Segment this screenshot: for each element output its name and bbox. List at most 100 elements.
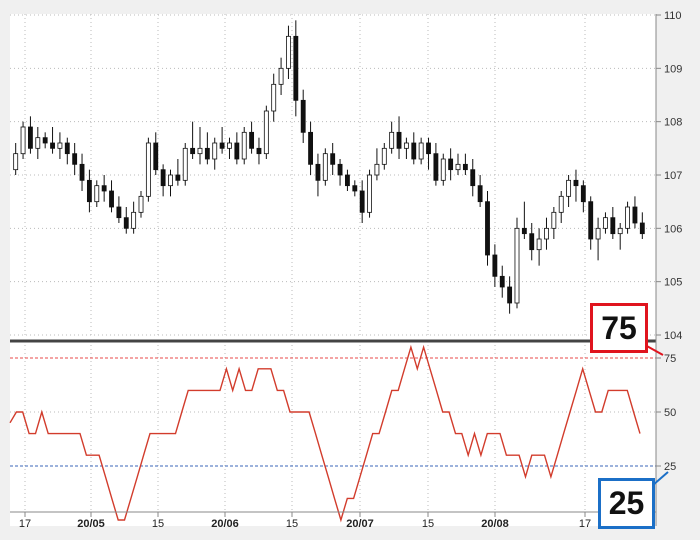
candle-body: [263, 110, 269, 155]
candle-body: [227, 142, 232, 149]
candle-body: [411, 142, 417, 160]
candle: [573, 169, 579, 202]
candle-body: [595, 227, 601, 240]
candle: [212, 137, 218, 170]
candle: [492, 244, 498, 287]
candle: [529, 223, 535, 261]
candle-body: [462, 163, 468, 171]
candle: [145, 137, 151, 202]
candle: [13, 143, 19, 175]
candle: [499, 265, 505, 298]
candle-body: [588, 201, 594, 240]
candle-body: [639, 222, 645, 235]
candle: [433, 143, 439, 186]
candle: [219, 127, 225, 154]
x-tick-label: 17: [19, 518, 31, 530]
candle: [131, 201, 137, 234]
candlestick-series: [13, 20, 645, 314]
price-tick-label: 106: [664, 223, 682, 235]
candle: [639, 212, 645, 239]
candle: [50, 127, 55, 154]
candle: [610, 207, 616, 239]
candle-body: [94, 185, 100, 203]
candle: [278, 57, 284, 95]
candle-body: [566, 179, 572, 197]
x-tick-label: 17: [579, 518, 591, 530]
candle-body: [470, 169, 476, 187]
candle: [315, 153, 321, 197]
candle: [101, 175, 107, 202]
candle: [536, 228, 542, 266]
candle-body: [42, 137, 48, 144]
candle: [352, 180, 358, 197]
callout-75-pointer: [644, 344, 664, 356]
candle-body: [455, 163, 461, 171]
x-tick-label: 20/05: [77, 518, 105, 530]
candle: [160, 164, 166, 197]
candle-body: [271, 83, 277, 112]
x-tick-label: 15: [422, 518, 434, 530]
candle-body: [529, 233, 535, 251]
candle: [94, 180, 100, 207]
candle-body: [300, 99, 306, 133]
candle-body: [131, 211, 137, 229]
candle: [190, 121, 196, 159]
candle-body: [558, 195, 564, 213]
candle-body: [345, 174, 350, 187]
candle-body: [477, 185, 483, 203]
candle: [175, 159, 181, 186]
candle-body: [153, 142, 159, 171]
candle: [470, 159, 476, 197]
candle: [234, 132, 240, 165]
candle-body: [485, 201, 490, 256]
candle-body: [116, 206, 122, 219]
candle: [322, 148, 328, 186]
candle-body: [256, 147, 262, 155]
candle: [286, 25, 291, 79]
candle: [455, 153, 461, 175]
callout-75-label: 75: [601, 309, 637, 346]
candle: [293, 20, 299, 117]
candle: [249, 121, 255, 154]
candle-body: [448, 158, 454, 171]
candle: [28, 116, 33, 154]
candle-body: [28, 126, 33, 149]
candle-body: [426, 142, 431, 155]
oscillator-line: [9, 344, 641, 523]
price-axis-ticks: 110 109 108 107 106 105 104: [656, 10, 682, 342]
candle: [418, 137, 424, 165]
price-tick-label: 109: [664, 63, 682, 75]
price-tick-label: 108: [664, 117, 682, 129]
candle: [477, 175, 483, 207]
candle: [448, 148, 454, 181]
candle: [72, 143, 78, 175]
candle: [86, 169, 92, 213]
candle-body: [433, 153, 439, 181]
callout-25-label: 25: [608, 485, 645, 521]
candle: [345, 169, 350, 191]
candle: [625, 201, 630, 234]
candle: [603, 212, 608, 234]
candle: [227, 137, 232, 159]
candle-body: [389, 131, 395, 149]
candle-body: [440, 158, 446, 181]
candle-body: [293, 35, 299, 101]
candle-body: [617, 227, 623, 235]
candle-body: [580, 185, 586, 203]
candle-body: [337, 163, 343, 176]
candle: [617, 223, 623, 250]
candle-body: [610, 217, 616, 235]
candle: [440, 153, 446, 186]
candle: [153, 132, 159, 175]
candle: [271, 73, 277, 122]
price-tick-label: 107: [664, 170, 682, 182]
candle-body: [374, 163, 380, 176]
price-tick-label: 105: [664, 277, 682, 289]
candle: [544, 217, 549, 250]
candle: [20, 121, 26, 159]
candle: [588, 196, 594, 250]
candle: [42, 132, 48, 149]
candle-body: [286, 35, 291, 69]
candle: [566, 175, 572, 207]
candle-body: [35, 137, 41, 149]
